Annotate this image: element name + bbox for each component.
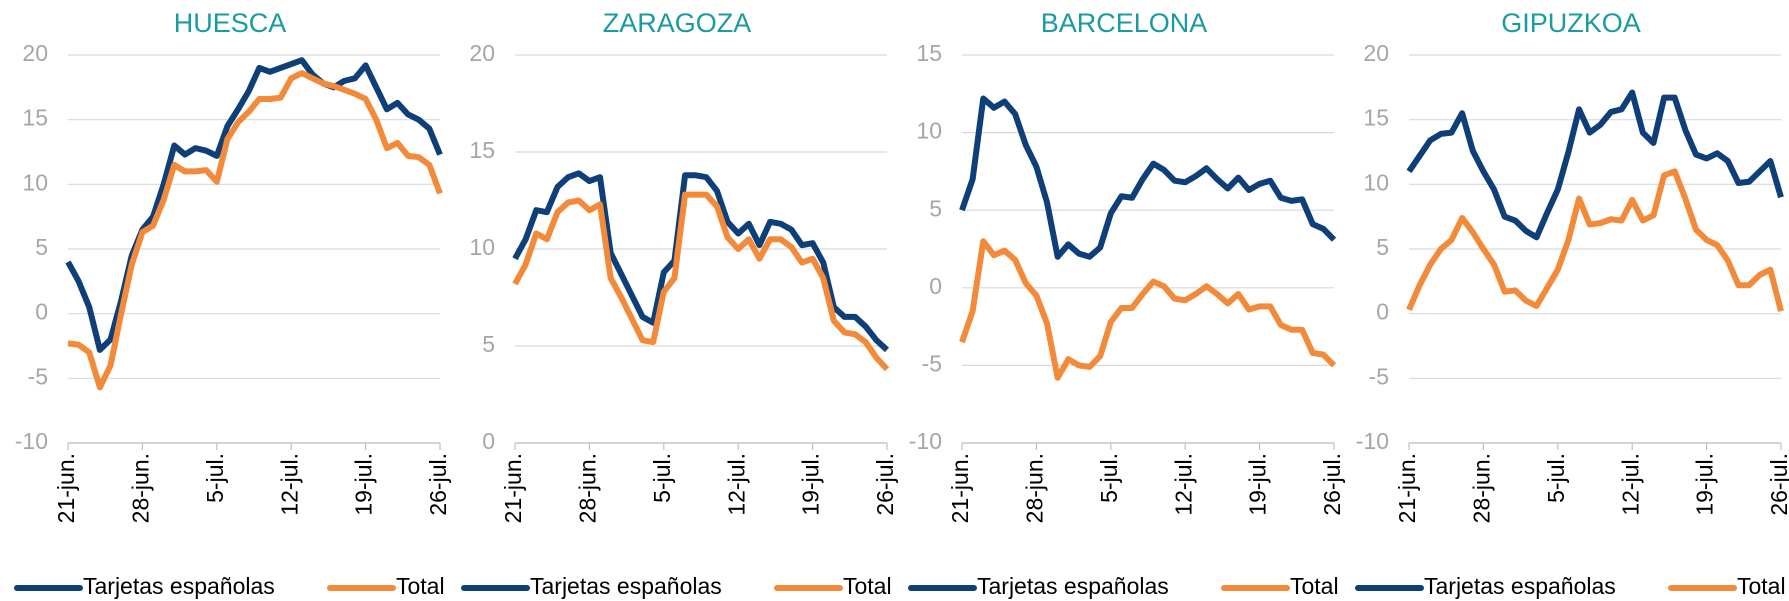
x-tick-label: 28-jun. [574,453,600,523]
x-tick-label: 12-jul. [1170,453,1196,516]
legend-label: Tarjetas españolas [83,573,275,599]
legend-label: Tarjetas españolas [977,573,1169,599]
x-tick-label: 21-jun. [53,453,79,523]
y-tick-label: 0 [482,428,495,454]
x-tick-label: 19-jul. [1245,453,1271,516]
y-tick-label: -10 [909,428,942,454]
series-line [67,70,443,391]
y-tick-label: 10 [916,118,942,144]
x-tick-label: 28-jun. [127,453,153,523]
chart-title: BARCELONA [1041,8,1208,38]
y-tick-label: 5 [35,234,48,260]
x-tick-label: 19-jul. [1692,453,1718,516]
x-tick-label: 19-jul. [798,453,824,516]
x-tick-label: 19-jul. [351,453,377,516]
legend-label: Tarjetas españolas [1424,573,1616,599]
series-line [959,95,1337,260]
x-tick-label: 26-jul. [425,453,451,516]
y-tick-label: -5 [1369,363,1389,389]
y-tick-label: -10 [15,428,48,454]
x-tick-label: 12-jul. [723,453,749,516]
series-line [512,191,890,372]
y-tick-label: 10 [22,169,48,195]
y-tick-label: 20 [1363,40,1389,66]
x-tick-label: 21-jun. [500,453,526,523]
chart-title: GIPUZKOA [1501,8,1641,38]
series-line [512,170,890,353]
y-tick-label: 5 [1376,234,1389,260]
series-line [1406,168,1784,312]
y-tick-label: 10 [1363,169,1389,195]
x-tick-label: 5-jul. [202,453,228,503]
legend-label: Tarjetas españolas [530,573,722,599]
y-tick-label: 0 [35,299,48,325]
y-tick-label: 20 [469,40,495,66]
y-tick-label: 15 [916,40,942,66]
legend-label: Total [1737,573,1786,599]
y-tick-label: 20 [22,40,48,66]
y-tick-label: 0 [1376,299,1389,325]
x-tick-label: 21-jun. [947,453,973,523]
x-tick-label: 12-jul. [276,453,302,516]
x-tick-label: 21-jun. [1394,453,1420,523]
y-tick-label: -5 [28,363,48,389]
x-tick-label: 26-jul. [1766,453,1789,516]
y-tick-label: 15 [469,137,495,163]
y-tick-label: -5 [922,350,942,376]
x-tick-label: 26-jul. [872,453,898,516]
y-tick-label: 5 [929,195,942,221]
series-line [959,238,1337,381]
y-tick-label: 5 [482,331,495,357]
legend-label: Total [1290,573,1339,599]
x-tick-label: 5-jul. [1543,453,1569,503]
chart-title: ZARAGOZA [603,8,752,38]
y-tick-label: 15 [22,105,48,131]
x-tick-label: 5-jul. [649,453,675,503]
legend-label: Total [843,573,892,599]
x-tick-label: 28-jun. [1021,453,1047,523]
x-tick-label: 12-jul. [1617,453,1643,516]
y-tick-label: 15 [1363,105,1389,131]
legend-label: Total [396,573,445,599]
x-tick-label: 5-jul. [1096,453,1122,503]
chart-title: HUESCA [174,8,287,38]
x-tick-label: 28-jun. [1468,453,1494,523]
x-tick-label: 26-jul. [1319,453,1345,516]
series-line [1406,89,1784,241]
y-tick-label: -10 [1356,428,1389,454]
y-tick-label: 0 [929,273,942,299]
y-tick-label: 10 [469,234,495,260]
